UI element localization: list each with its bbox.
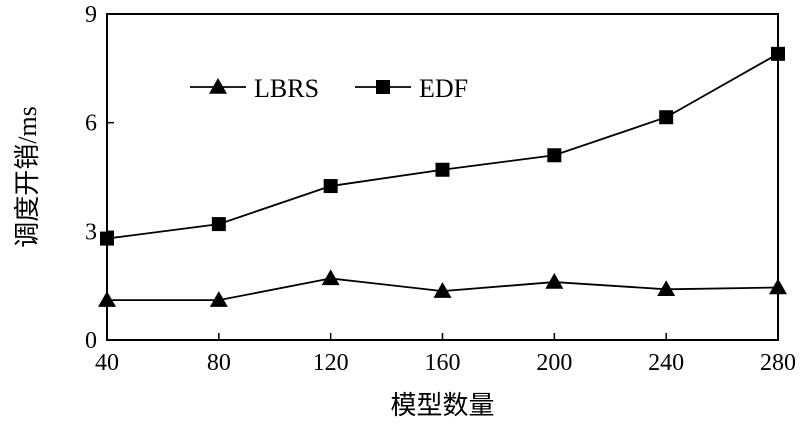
data-point-edf xyxy=(771,46,785,61)
x-tick-label: 40 xyxy=(95,350,119,376)
data-point-edf xyxy=(323,179,338,194)
y-tick-label: 3 xyxy=(85,219,97,245)
series-edf xyxy=(100,46,785,246)
data-point-edf xyxy=(100,231,114,246)
x-tick-label: 80 xyxy=(207,350,231,376)
legend-label-lbrs: LBRS xyxy=(254,74,319,103)
x-tick-label: 280 xyxy=(760,350,796,376)
data-point-edf xyxy=(547,148,562,163)
y-tick-label: 0 xyxy=(85,328,97,354)
axis-ticks: 40 80 120 160 200 240 280 0 3 6 9 xyxy=(85,2,796,376)
legend: LBRS EDF xyxy=(190,74,468,103)
x-axis-label: 模型数量 xyxy=(390,391,494,420)
x-tick-label: 240 xyxy=(648,350,684,376)
x-tick-label: 120 xyxy=(313,350,349,376)
data-point-lbrs xyxy=(545,273,564,289)
x-tick-label: 160 xyxy=(425,350,461,376)
legend-label-edf: EDF xyxy=(419,74,468,103)
legend-marker-lbrs xyxy=(209,78,227,94)
legend-entry-lbrs: LBRS xyxy=(190,74,319,103)
y-axis-label: 调度开销/ms xyxy=(13,106,42,248)
data-point-lbrs xyxy=(657,280,676,297)
series-layer xyxy=(98,46,787,307)
y-tick-label: 9 xyxy=(85,2,97,28)
data-point-lbrs xyxy=(98,291,116,307)
data-point-lbrs xyxy=(433,282,452,298)
legend-entry-edf: EDF xyxy=(355,74,468,103)
data-point-lbrs xyxy=(321,269,340,286)
data-point-edf xyxy=(435,162,450,177)
series-lbrs xyxy=(98,269,787,307)
data-point-lbrs xyxy=(209,291,228,307)
legend-marker-edf xyxy=(376,80,390,94)
y-tick-label: 6 xyxy=(85,111,97,137)
data-point-edf xyxy=(211,217,226,232)
x-tick-label: 200 xyxy=(536,350,572,376)
data-point-lbrs xyxy=(769,278,787,295)
data-point-edf xyxy=(659,110,674,125)
